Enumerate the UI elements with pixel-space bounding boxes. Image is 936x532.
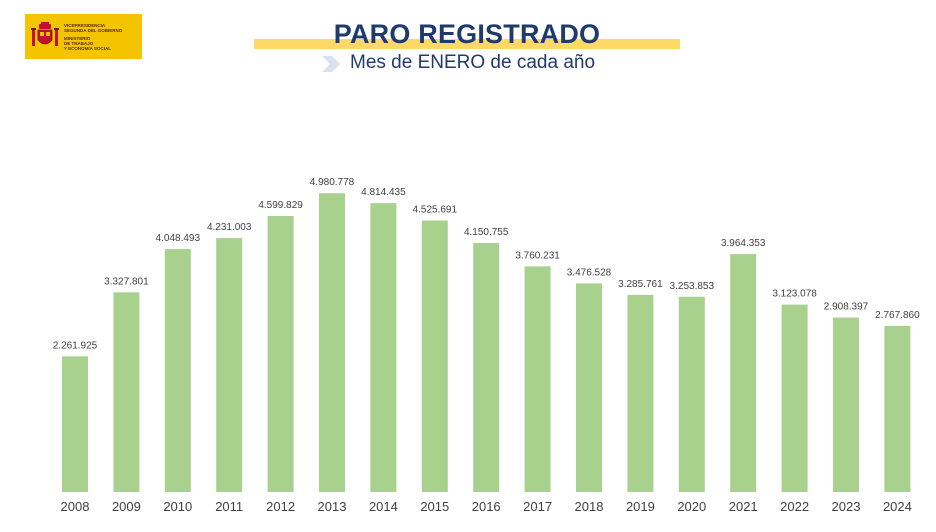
title-highlight-bar bbox=[254, 39, 680, 49]
x-tick-label-2008: 2008 bbox=[61, 499, 90, 514]
page-title: PARO REGISTRADO bbox=[333, 19, 601, 49]
bar-2020 bbox=[678, 296, 705, 492]
bar-2010 bbox=[164, 249, 191, 492]
x-tick-label-2021: 2021 bbox=[729, 499, 758, 514]
x-tick-label-2022: 2022 bbox=[780, 499, 809, 514]
x-tick-label-2015: 2015 bbox=[420, 499, 449, 514]
x-tick-label-2023: 2023 bbox=[832, 499, 861, 514]
logo-line: SEGUNDA DEL GOBIERNO bbox=[64, 27, 123, 33]
bar-2019 bbox=[627, 294, 654, 492]
page-subtitle: Mes de ENERO de cada año bbox=[350, 52, 596, 73]
data-label-2019: 3.285.761 bbox=[618, 279, 663, 290]
bar-2011 bbox=[216, 238, 243, 492]
chevron-right-icon bbox=[322, 56, 340, 72]
data-label-2016: 4.150.755 bbox=[464, 227, 509, 238]
x-tick-label-2009: 2009 bbox=[112, 499, 141, 514]
data-label-2020: 3.253.853 bbox=[670, 281, 715, 292]
data-label-2021: 3.964.353 bbox=[721, 238, 766, 249]
data-label-2024: 2.767.860 bbox=[875, 310, 920, 321]
data-label-2012: 4.599.829 bbox=[258, 200, 303, 211]
x-tick-label-2013: 2013 bbox=[318, 499, 347, 514]
spain-coat-of-arms-icon bbox=[31, 21, 59, 46]
bar-2017 bbox=[524, 266, 551, 492]
logo-line: MINISTERIO bbox=[64, 35, 91, 41]
x-tick-label-2019: 2019 bbox=[626, 499, 655, 514]
data-label-2013: 4.980.778 bbox=[310, 177, 355, 188]
data-label-2023: 2.908.397 bbox=[824, 302, 869, 313]
data-label-2011: 4.231.003 bbox=[207, 222, 252, 233]
bar-2021 bbox=[730, 254, 757, 492]
bar-2012 bbox=[267, 216, 294, 492]
x-tick-label-2024: 2024 bbox=[883, 499, 912, 514]
data-label-2017: 3.760.231 bbox=[515, 250, 560, 261]
bar-2008 bbox=[62, 356, 88, 492]
bar-2018 bbox=[576, 283, 602, 492]
logo-line: VICEPRESIDENCIA bbox=[64, 22, 106, 28]
bar-2015 bbox=[421, 220, 448, 492]
bar-2022 bbox=[781, 304, 808, 492]
x-tick-label-2018: 2018 bbox=[575, 499, 604, 514]
ministry-logo: VICEPRESIDENCIA SEGUNDA DEL GOBIERNO MIN… bbox=[25, 14, 142, 59]
data-label-2010: 4.048.493 bbox=[156, 233, 201, 244]
x-tick-label-2017: 2017 bbox=[523, 499, 552, 514]
bar-2013 bbox=[319, 193, 345, 492]
data-label-2018: 3.476.528 bbox=[567, 267, 612, 278]
data-label-2014: 4.814.435 bbox=[361, 187, 406, 198]
bar-2023 bbox=[833, 317, 859, 492]
x-tick-label-2016: 2016 bbox=[472, 499, 501, 514]
x-tick-label-2011: 2011 bbox=[215, 499, 243, 514]
logo-line: Y ECONOMÍA SOCIAL bbox=[64, 45, 112, 51]
bar-2024 bbox=[884, 325, 911, 492]
data-label-2009: 3.327.801 bbox=[104, 276, 149, 287]
bar-2014 bbox=[370, 203, 397, 492]
data-label-2015: 4.525.691 bbox=[413, 205, 458, 216]
data-label-2022: 3.123.078 bbox=[772, 289, 817, 300]
data-label-2008: 2.261.925 bbox=[53, 340, 98, 351]
bar-2016 bbox=[473, 243, 500, 492]
x-tick-label-2014: 2014 bbox=[369, 499, 398, 514]
x-tick-label-2012: 2012 bbox=[266, 499, 295, 514]
logo-line: DE TRABAJO bbox=[64, 40, 94, 46]
x-tick-label-2020: 2020 bbox=[677, 499, 706, 514]
bar-2009 bbox=[113, 292, 140, 492]
x-tick-label-2010: 2010 bbox=[163, 499, 192, 514]
